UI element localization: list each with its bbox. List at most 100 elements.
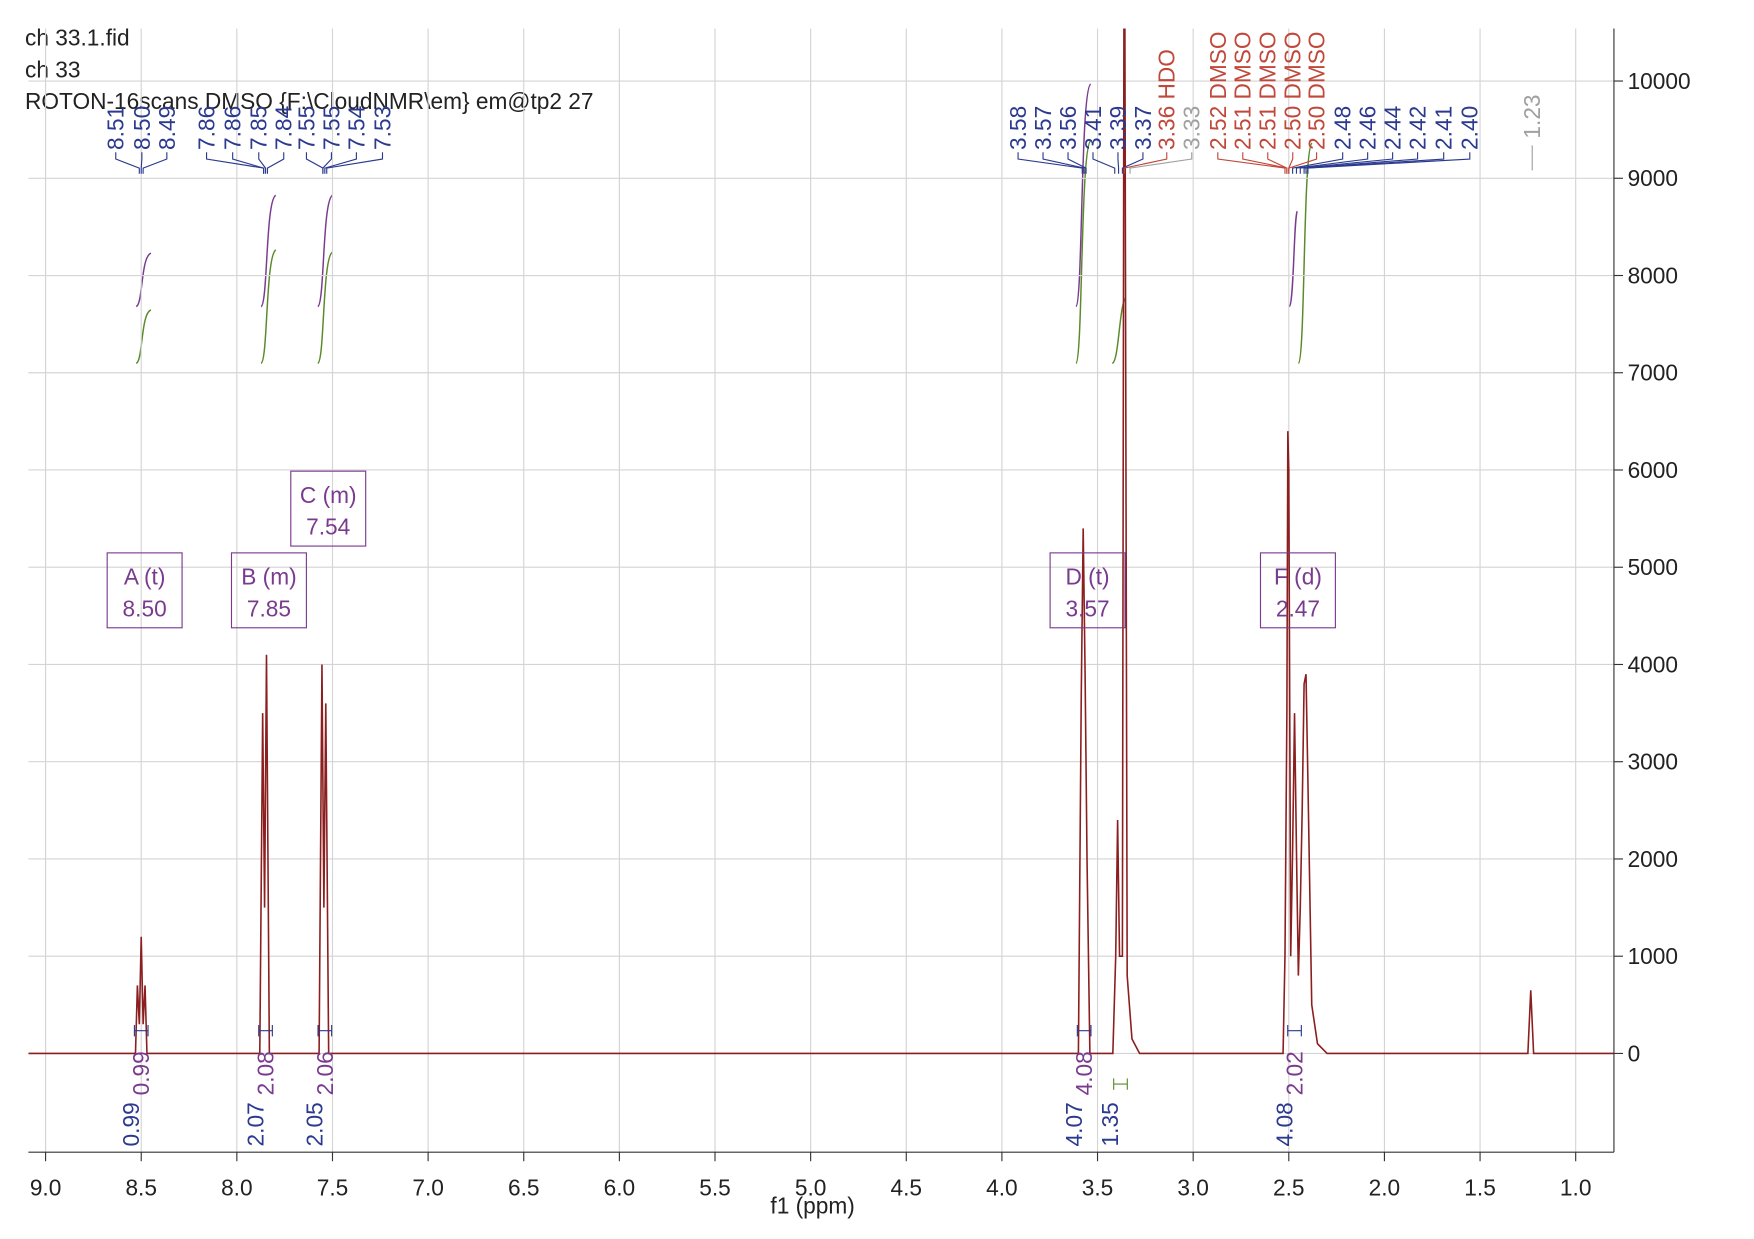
- peak-label: 2.48: [1330, 106, 1356, 150]
- integral-curve: [260, 249, 277, 365]
- peak-label: 3.58: [1005, 106, 1031, 150]
- integral-label: 2.08: [252, 1051, 278, 1095]
- peak-label: 3.39: [1105, 106, 1131, 150]
- peak-connector: [1129, 152, 1193, 174]
- peak-connector: [140, 152, 143, 174]
- title-line: ch 33.1.fid: [25, 25, 130, 51]
- integral-label: 2.06: [312, 1051, 338, 1095]
- peak-label: 8.51: [103, 106, 129, 150]
- peak-connector: [205, 152, 265, 174]
- peak-label: 7.55: [293, 106, 319, 150]
- multiplet-shift: 7.54: [306, 514, 350, 540]
- peak-label: 2.42: [1405, 106, 1431, 150]
- x-tick-label: 9.0: [30, 1174, 62, 1200]
- peak-connector: [1017, 152, 1083, 174]
- y-tick-label: 1000: [1628, 943, 1678, 969]
- peak-connector: [258, 152, 267, 174]
- x-tick-label: 4.5: [890, 1174, 922, 1200]
- peak-label: 8.49: [154, 106, 180, 150]
- y-tick-label: 4000: [1628, 651, 1678, 677]
- peak-label: 3.57: [1030, 106, 1056, 150]
- x-tick-label: 5.5: [699, 1174, 731, 1200]
- x-tick-label: 3.5: [1082, 1174, 1114, 1200]
- peak-label: 3.36 HDO: [1154, 49, 1180, 150]
- x-tick-label: 7.0: [412, 1174, 444, 1200]
- peak-connector: [1123, 152, 1168, 174]
- multiplet-shift: 3.57: [1065, 595, 1109, 621]
- peak-label: 7.53: [369, 106, 395, 150]
- peak-connector: [1117, 152, 1120, 174]
- integral-curve: [1075, 140, 1092, 365]
- x-tick-label: 2.0: [1369, 1174, 1401, 1200]
- peak-connector: [1307, 152, 1471, 174]
- peak-connector: [115, 152, 140, 174]
- spectrum-line: [28, 28, 1614, 1055]
- peak-connector: [326, 152, 384, 174]
- x-axis-label: f1 (ppm): [770, 1192, 854, 1218]
- peak-label: 2.46: [1355, 106, 1381, 150]
- integral-bracket: [258, 1025, 273, 1037]
- multiplet-box: [1049, 552, 1126, 629]
- peak-label: 7.84: [271, 106, 297, 150]
- integral-curve: [1075, 83, 1092, 308]
- peak-connector: [324, 152, 357, 174]
- peak-label: 2.44: [1380, 106, 1406, 150]
- peak-label: 2.51 DMSO: [1255, 31, 1281, 150]
- peak-label: 7.85: [246, 106, 272, 150]
- integral-curve: [1288, 210, 1298, 308]
- multiplet-name: F (d): [1274, 564, 1322, 590]
- peak-connector: [322, 152, 332, 174]
- multiplet-name: C (m): [300, 482, 357, 508]
- integral-bracket: [317, 1025, 333, 1037]
- peak-connector: [1299, 152, 1394, 174]
- integral-curve: [260, 194, 277, 308]
- integral-bracket: [1113, 1078, 1128, 1090]
- title-line: ch 33: [25, 56, 81, 82]
- integral-bracket: [1287, 1025, 1302, 1037]
- peak-label: 2.50 DMSO: [1280, 31, 1306, 150]
- x-tick-label: 3.0: [1177, 1174, 1209, 1200]
- y-tick-label: 7000: [1628, 360, 1678, 386]
- y-tick-label: 10000: [1628, 68, 1691, 94]
- integral-curve: [317, 194, 334, 308]
- x-tick-label: 1.5: [1464, 1174, 1496, 1200]
- peak-label: 2.50 DMSO: [1304, 31, 1330, 150]
- multiplet-shift: 8.50: [123, 595, 167, 621]
- integral-label: 4.07: [1061, 1102, 1087, 1146]
- x-tick-label: 6.5: [508, 1174, 540, 1200]
- x-tick-label: 8.5: [125, 1174, 157, 1200]
- peak-label: 1.23: [1519, 94, 1545, 138]
- integral-curve: [135, 309, 152, 365]
- multiplet-name: A (t): [124, 564, 166, 590]
- title-line: ROTON-16scans DMSO {F:\CloudNMR\em} em@t…: [25, 88, 594, 114]
- peak-connector: [142, 152, 168, 174]
- multiplet-box: [290, 470, 367, 547]
- y-tick-label: 5000: [1628, 554, 1678, 580]
- x-tick-label: 8.0: [221, 1174, 253, 1200]
- peak-connector: [1288, 152, 1318, 174]
- multiplet-box: [1259, 552, 1336, 629]
- peak-label: 3.33: [1179, 106, 1205, 150]
- integral-curve: [1297, 142, 1313, 365]
- y-tick-label: 6000: [1628, 457, 1678, 483]
- integral-label: 2.02: [1281, 1051, 1307, 1095]
- integral-label: 0.99: [118, 1102, 144, 1146]
- multiplet-name: B (m): [241, 564, 296, 590]
- integral-curve: [135, 252, 152, 308]
- multiplet-name: D (t): [1065, 564, 1109, 590]
- integral-curves: [135, 83, 1313, 365]
- y-tick-label: 3000: [1628, 749, 1678, 775]
- peak-label: 2.40: [1457, 106, 1483, 150]
- peak-connector: [1092, 152, 1116, 174]
- x-tick-label: 7.5: [317, 1174, 349, 1200]
- peak-label: 7.86: [220, 106, 246, 150]
- peak-connector: [266, 152, 285, 174]
- peak-label: 7.55: [318, 106, 344, 150]
- peak-connector: [305, 152, 324, 174]
- peak-connector: [1295, 152, 1369, 174]
- integral-bracket: [133, 1025, 149, 1037]
- integral-label: 2.07: [242, 1102, 268, 1146]
- multiplet-box: [230, 552, 307, 629]
- peak-label: 8.50: [129, 106, 155, 150]
